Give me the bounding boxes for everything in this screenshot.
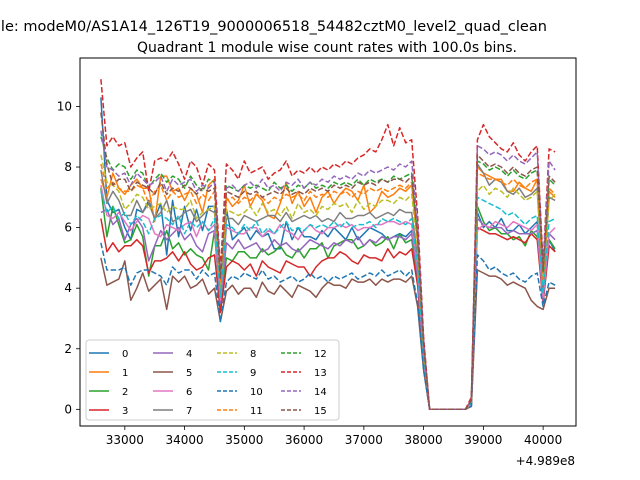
legend-label-8: 8	[250, 349, 256, 360]
series-line-9	[100, 191, 556, 411]
series-line-14	[100, 130, 556, 411]
y-tick-label: 6	[64, 221, 72, 235]
axes-frame	[79, 57, 577, 427]
legend-label-11: 11	[250, 406, 263, 417]
series-line-15	[100, 112, 556, 411]
series-line-5	[100, 257, 556, 411]
legend-label-7: 7	[186, 406, 192, 417]
series-line-13	[100, 79, 556, 411]
x-tick-label: 36000	[285, 433, 323, 447]
y-tick-label: 10	[57, 99, 72, 113]
chart-title: Quadrant 1 module wise count rates with …	[137, 40, 517, 56]
y-tick-label: 0	[64, 402, 72, 416]
legend-box	[85, 339, 340, 421]
window-title: n file: modeM0/AS1A14_126T19_9000006518_…	[0, 19, 547, 35]
legend-label-9: 9	[250, 368, 256, 379]
legend-label-2: 2	[122, 387, 128, 398]
x-tick-label: 35000	[225, 433, 263, 447]
series-line-0	[100, 97, 556, 411]
y-tick-label: 8	[64, 160, 72, 174]
x-tick-label: 34000	[165, 433, 203, 447]
x-offset-label: +4.989e8	[516, 454, 575, 468]
series-line-11	[100, 163, 556, 411]
legend-label-13: 13	[314, 368, 327, 379]
series-line-8	[100, 154, 556, 411]
x-tick-label: 38000	[405, 433, 443, 447]
legend-label-1: 1	[122, 368, 128, 379]
y-tick-label: 2	[64, 342, 72, 356]
legend-label-4: 4	[186, 349, 192, 360]
legend-label-12: 12	[314, 349, 327, 360]
series-line-6	[100, 185, 556, 411]
legend-label-3: 3	[122, 406, 128, 417]
legend-label-10: 10	[250, 387, 263, 398]
y-tick-label: 4	[64, 281, 72, 295]
x-axis-ticks: 33000 34000 35000 36000 37000 38000 39000 40000	[106, 426, 562, 447]
x-tick-label: 40000	[524, 433, 562, 447]
x-tick-label: 39000	[464, 433, 502, 447]
x-tick-label: 37000	[345, 433, 383, 447]
legend-label-6: 6	[186, 387, 192, 398]
series-layer	[100, 79, 556, 411]
legend-label-15: 15	[314, 406, 327, 417]
legend-label-0: 0	[122, 349, 128, 360]
series-line-12	[100, 136, 556, 411]
plot-area: 33000 34000 35000 36000 37000 38000 39000 40000…	[57, 57, 577, 468]
x-tick-label: 33000	[106, 433, 144, 447]
legend-label-5: 5	[186, 368, 192, 379]
legend-label-14: 14	[314, 387, 327, 398]
y-axis-ticks: 0 2 4 6 8 10	[57, 99, 80, 416]
